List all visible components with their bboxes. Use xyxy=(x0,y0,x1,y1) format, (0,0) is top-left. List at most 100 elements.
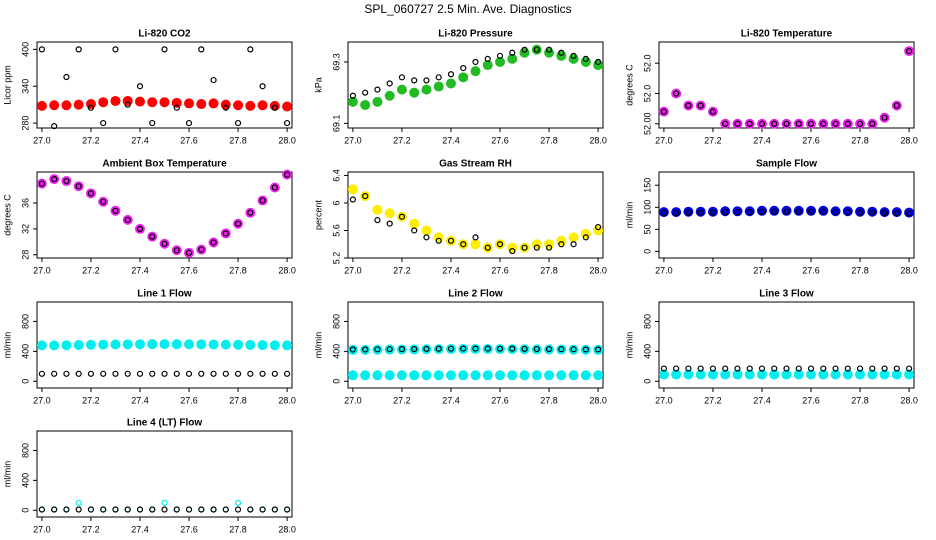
filled-point xyxy=(445,235,456,246)
open-point xyxy=(234,370,242,377)
open-point xyxy=(807,208,815,215)
open-point xyxy=(856,365,864,372)
filled-point xyxy=(110,205,121,216)
open-point xyxy=(222,506,229,513)
open-point xyxy=(771,120,778,127)
y-tick-label: 0 xyxy=(20,508,30,513)
y-axis-label: degrees C xyxy=(624,64,634,106)
filled-point xyxy=(196,244,207,255)
open-point xyxy=(881,365,888,372)
open-point xyxy=(398,74,406,81)
open-point xyxy=(198,246,205,253)
filled-point xyxy=(744,118,755,129)
open-point xyxy=(685,102,692,109)
open-point xyxy=(51,123,58,130)
filled-point xyxy=(519,242,530,253)
filled-point xyxy=(568,370,579,381)
filled-point xyxy=(282,101,293,112)
filled-point xyxy=(220,228,231,239)
y-tick-label: 6 xyxy=(331,200,341,205)
open-point xyxy=(362,192,369,200)
open-point xyxy=(447,71,455,78)
open-point xyxy=(185,370,193,377)
filled-point xyxy=(830,118,841,129)
open-point xyxy=(234,499,242,506)
x-tick-label: 27.6 xyxy=(180,395,198,405)
filled-point xyxy=(282,169,293,180)
open-point xyxy=(185,249,193,256)
filled-point xyxy=(470,66,481,77)
filled-point xyxy=(470,239,481,250)
open-point xyxy=(783,365,790,372)
filled-point xyxy=(196,339,207,350)
y-tick-label: 280 xyxy=(20,116,30,131)
y-tick-label: 0 xyxy=(642,249,652,254)
open-point xyxy=(472,345,479,352)
panel-title: Li-820 Temperature xyxy=(741,29,833,40)
open-point xyxy=(247,46,254,53)
open-point xyxy=(447,237,455,244)
open-point xyxy=(173,247,180,254)
x-tick-label: 28.0 xyxy=(589,395,607,405)
filled-point xyxy=(360,191,371,202)
open-point xyxy=(521,244,528,251)
filled-point xyxy=(855,118,866,129)
filled-point xyxy=(879,369,890,380)
x-tick-label: 27.6 xyxy=(180,135,198,145)
filled-point xyxy=(482,242,493,253)
filled-point xyxy=(842,118,853,129)
filled-point xyxy=(593,370,604,381)
open-point xyxy=(124,506,131,513)
filled-point xyxy=(507,53,518,64)
filled-point xyxy=(445,78,456,89)
open-point xyxy=(149,506,156,513)
filled-point xyxy=(36,178,47,189)
filled-point xyxy=(208,98,219,109)
open-point xyxy=(222,230,229,237)
open-point xyxy=(259,370,266,377)
open-point xyxy=(697,209,704,216)
open-point xyxy=(905,210,913,217)
y-tick-label: 150 xyxy=(642,178,652,193)
filled-point xyxy=(147,231,158,242)
x-tick-label: 27.4 xyxy=(753,265,771,275)
open-point xyxy=(100,198,107,205)
plot-box xyxy=(347,171,604,259)
x-tick-label: 27.6 xyxy=(802,265,820,275)
x-tick-label: 27.6 xyxy=(491,395,509,405)
filled-point xyxy=(720,369,731,380)
filled-point xyxy=(695,100,706,111)
filled-point xyxy=(830,369,841,380)
open-point xyxy=(51,506,58,513)
open-point xyxy=(533,244,540,251)
x-tick-label: 28.0 xyxy=(278,265,296,275)
filled-point xyxy=(568,232,579,243)
filled-point xyxy=(134,339,145,350)
x-tick-label: 27.0 xyxy=(33,524,51,534)
open-point xyxy=(570,52,577,59)
x-tick-label: 27.8 xyxy=(851,135,869,145)
filled-point xyxy=(73,99,84,110)
filled-point xyxy=(531,44,542,55)
open-point xyxy=(161,506,168,513)
filled-point xyxy=(347,184,358,195)
x-tick-label: 27.2 xyxy=(704,395,722,405)
x-tick-label: 27.2 xyxy=(704,135,722,145)
y-axis-label: degrees C xyxy=(2,194,12,236)
filled-point xyxy=(593,225,604,236)
filled-point xyxy=(683,369,694,380)
open-point xyxy=(149,119,156,127)
filled-point xyxy=(531,370,542,381)
filled-point xyxy=(806,118,817,129)
open-point xyxy=(893,209,900,217)
open-point xyxy=(673,365,680,372)
open-point xyxy=(905,47,913,55)
y-tick-label: 5.2 xyxy=(331,252,341,265)
x-tick-label: 27.4 xyxy=(131,395,149,405)
open-point xyxy=(411,345,418,353)
open-point xyxy=(210,239,217,246)
filled-point xyxy=(867,369,878,380)
open-point xyxy=(447,345,455,352)
open-point xyxy=(660,209,668,217)
